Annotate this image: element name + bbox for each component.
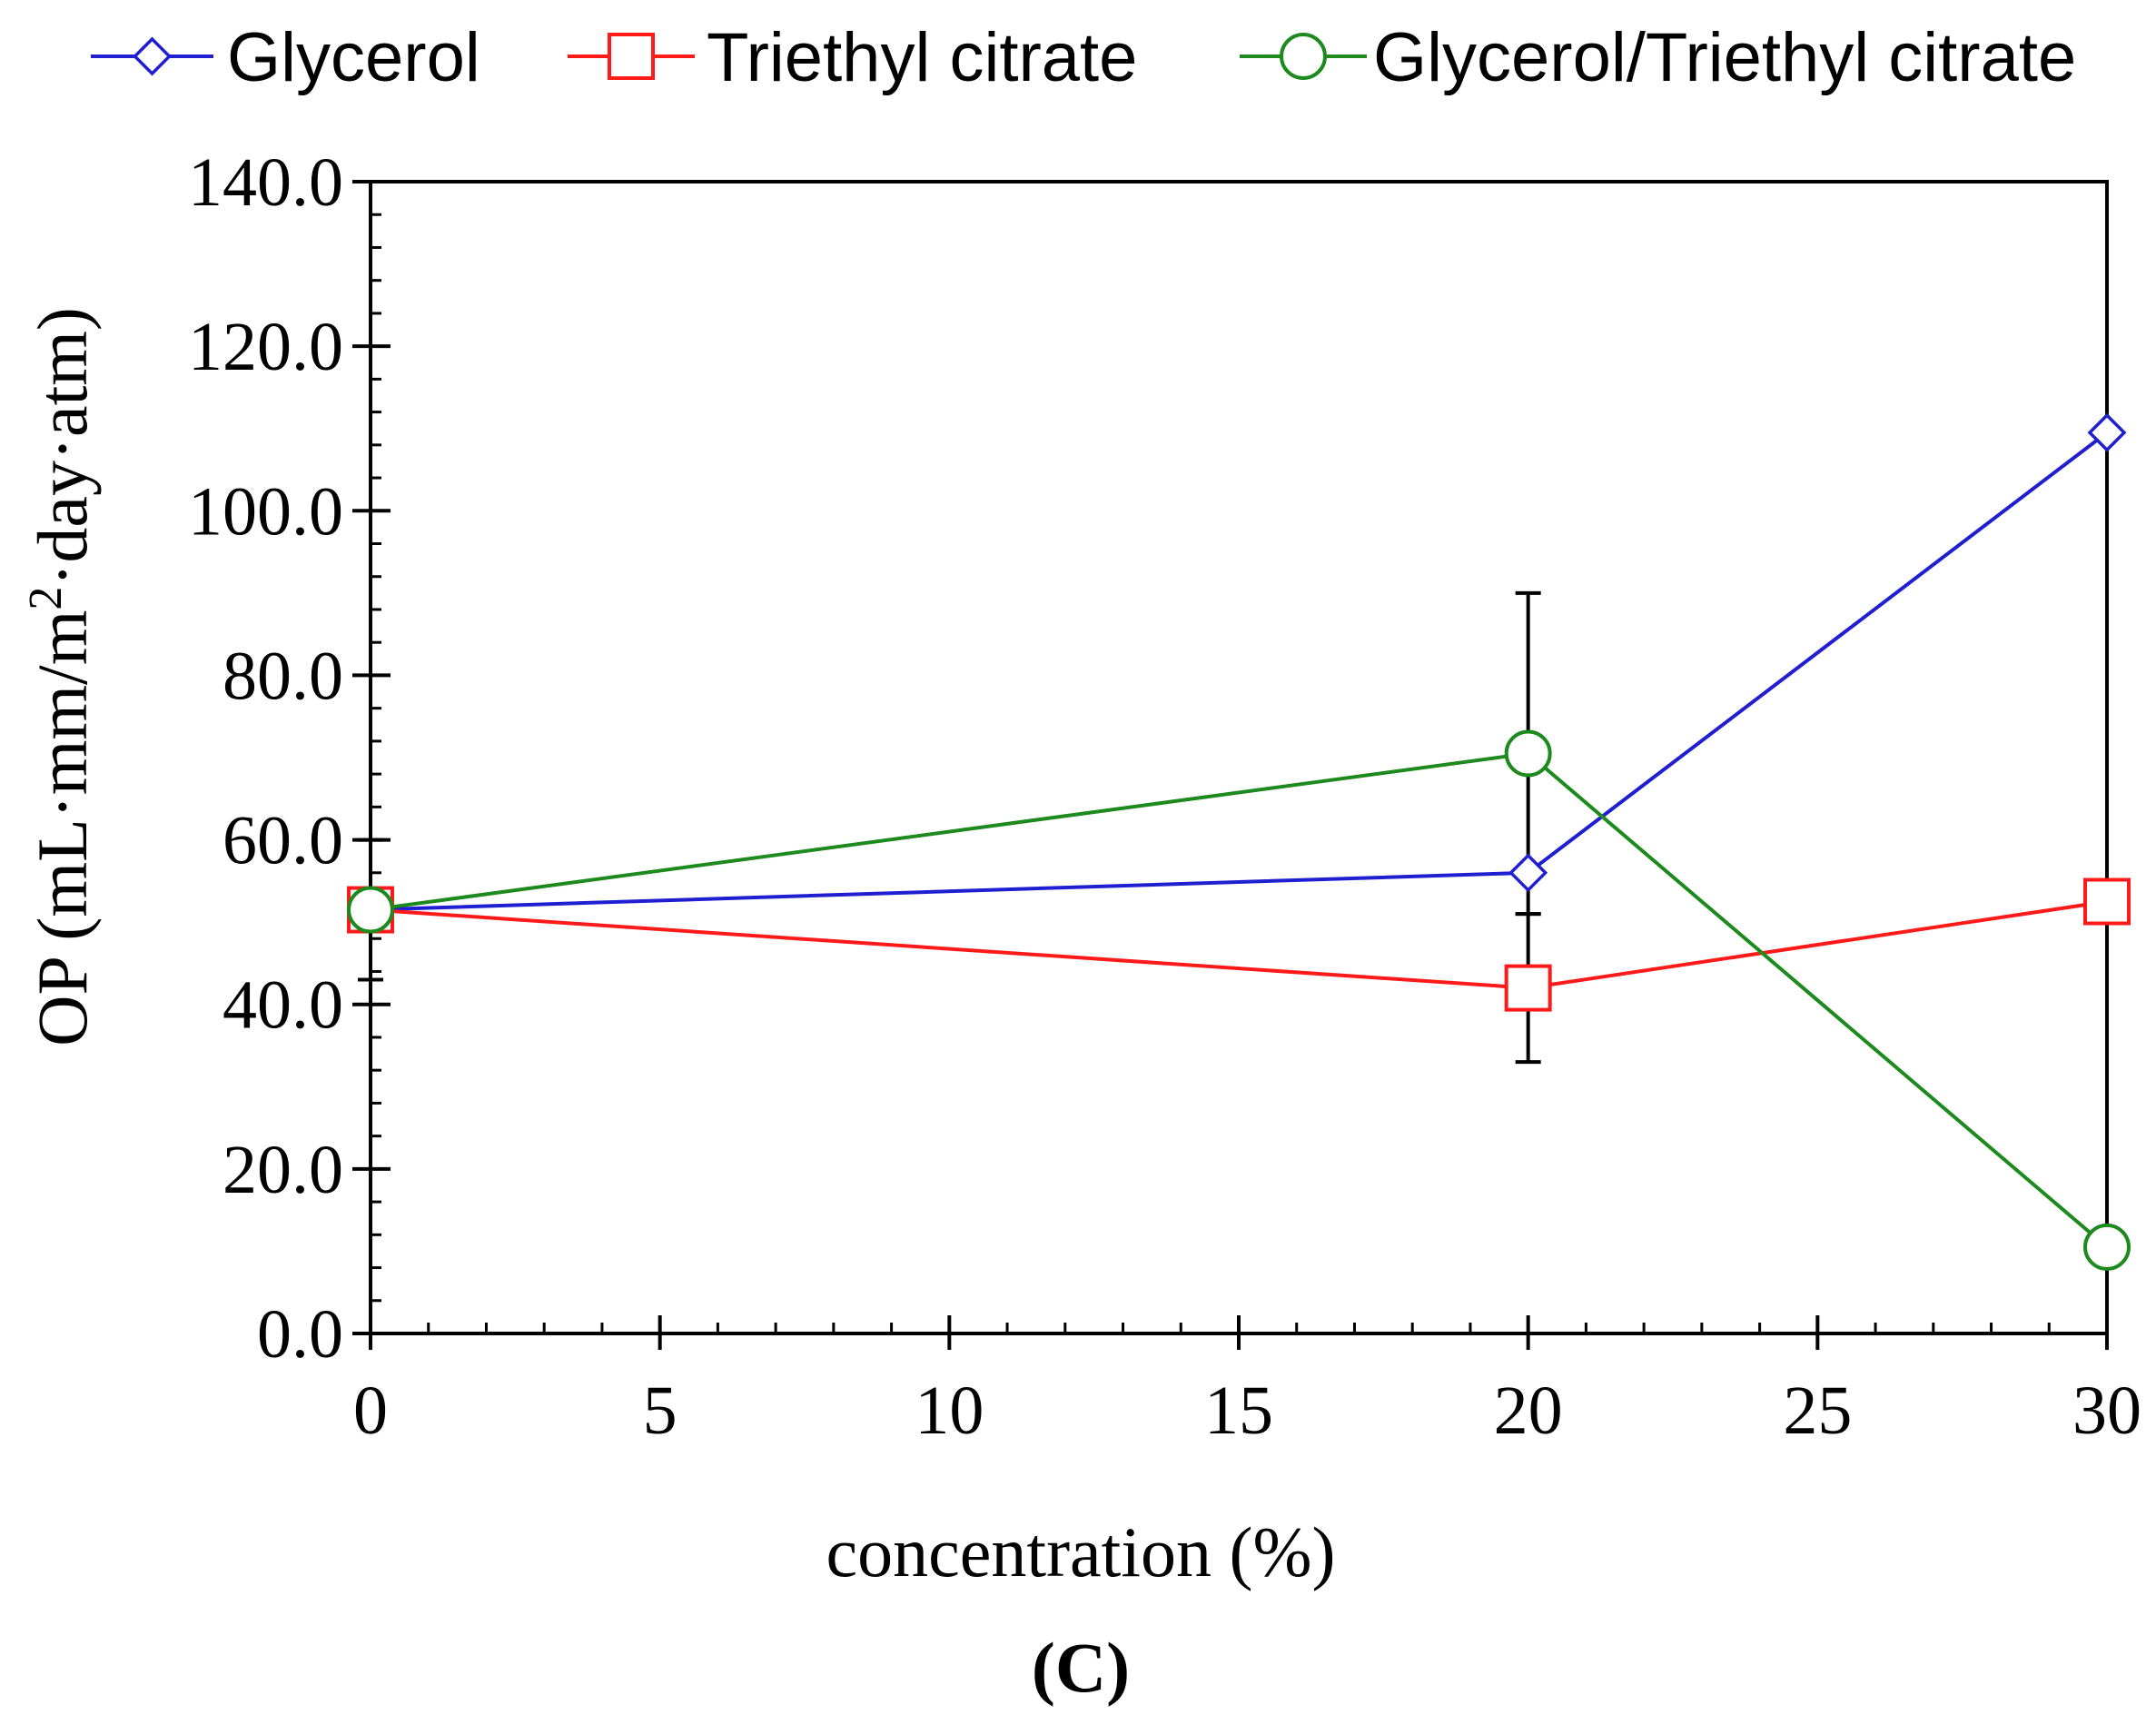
legend-marker-square — [608, 33, 655, 80]
x-axis-title: concentration (%) — [826, 1512, 1336, 1591]
legend-label: Glycerol/Triethyl citrate — [1373, 19, 2076, 96]
y-tick-label: 60.0 — [223, 803, 343, 879]
series-markers — [347, 412, 2131, 1271]
x-axis: 0 5 10 15 20 25 30 — [353, 1315, 2141, 1449]
series-lines — [370, 431, 2109, 1249]
data-point-diamond — [1508, 853, 1548, 893]
data-point-circle — [347, 886, 394, 934]
data-point-circle — [2083, 1223, 2131, 1271]
y-tick-label: 100.0 — [188, 473, 343, 550]
x-tick-label: 25 — [1783, 1373, 1852, 1449]
y-tick-label: 40.0 — [223, 967, 343, 1044]
error-bars — [358, 590, 1541, 1065]
legend: Glycerol Triethyl citrate Glycerol/Triethy… — [91, 19, 2076, 96]
y-tick-label: 80.0 — [223, 638, 343, 714]
plot-area-border — [369, 180, 2109, 1335]
y-axis-title: OP (mL·mm/m2·day·atm) — [20, 307, 102, 1046]
data-point-circle — [1504, 729, 1552, 778]
y-tick-label: 20.0 — [223, 1132, 343, 1208]
x-tick-label: 30 — [2072, 1373, 2141, 1449]
data-point-diamond — [2087, 412, 2127, 452]
series-line-glycerol-triethyl-citrate — [370, 751, 2109, 1249]
x-tick-label: 15 — [1204, 1373, 1273, 1449]
y-tick-label: 140.0 — [188, 144, 343, 221]
legend-marker-circle — [1280, 33, 1327, 80]
data-point-square — [1504, 964, 1552, 1012]
data-point-square — [2083, 877, 2131, 926]
x-tick-label: 20 — [1494, 1373, 1563, 1449]
y-axis: 0.0 20.0 40.0 60.0 80.0 100.0 120.0 140.0 — [188, 144, 391, 1373]
y-tick-label: 120.0 — [188, 309, 343, 385]
x-tick-label: 0 — [353, 1373, 388, 1449]
plot-frame — [369, 180, 2109, 1335]
x-tick-label: 10 — [915, 1373, 984, 1449]
panel-label: (C) — [1032, 1628, 1130, 1707]
series-line-glycerol — [370, 431, 2109, 912]
legend-marker-diamond — [133, 36, 172, 76]
y-tick-label: 0.0 — [257, 1296, 343, 1373]
series-line-triethyl-citrate — [370, 899, 2108, 990]
legend-label: Triethyl citrate — [707, 19, 1137, 96]
legend-label: Glycerol — [227, 19, 480, 96]
x-tick-label: 5 — [643, 1373, 677, 1449]
